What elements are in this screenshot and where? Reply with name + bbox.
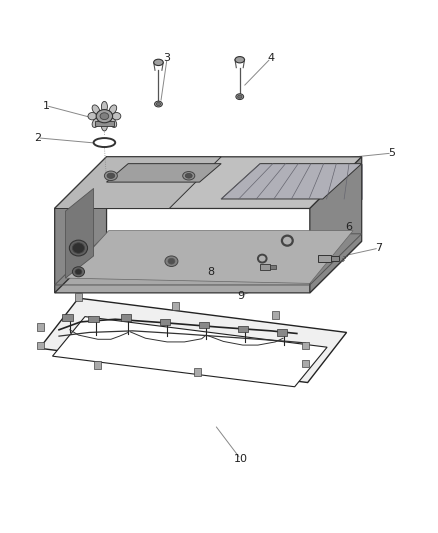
Ellipse shape [72, 243, 85, 253]
Text: 4: 4 [267, 53, 275, 63]
Polygon shape [331, 256, 339, 261]
Ellipse shape [92, 105, 99, 114]
Polygon shape [95, 122, 114, 126]
Polygon shape [88, 316, 99, 322]
Text: 9: 9 [237, 290, 244, 301]
Polygon shape [66, 189, 94, 278]
Text: 2: 2 [34, 133, 41, 143]
Ellipse shape [100, 113, 109, 119]
Text: 10: 10 [233, 454, 247, 464]
Ellipse shape [104, 171, 117, 181]
Text: 7: 7 [375, 243, 382, 253]
Polygon shape [55, 157, 362, 208]
Polygon shape [95, 361, 101, 369]
Polygon shape [66, 231, 353, 284]
Ellipse shape [109, 105, 117, 114]
Polygon shape [53, 317, 327, 387]
Ellipse shape [183, 172, 195, 180]
Text: 6: 6 [345, 222, 352, 232]
Ellipse shape [72, 266, 85, 277]
Ellipse shape [155, 101, 162, 107]
Polygon shape [172, 302, 179, 310]
Ellipse shape [88, 112, 97, 120]
Ellipse shape [101, 101, 107, 112]
Polygon shape [160, 319, 170, 325]
Ellipse shape [109, 118, 117, 127]
Polygon shape [39, 298, 346, 383]
Polygon shape [272, 311, 279, 319]
Polygon shape [221, 164, 362, 199]
Polygon shape [260, 264, 270, 270]
Ellipse shape [69, 240, 88, 256]
Polygon shape [63, 314, 73, 321]
Text: 3: 3 [164, 53, 171, 63]
Polygon shape [302, 342, 309, 349]
Polygon shape [276, 329, 287, 336]
Ellipse shape [185, 173, 192, 178]
Polygon shape [37, 342, 44, 349]
Polygon shape [37, 324, 44, 331]
Polygon shape [199, 322, 209, 328]
Ellipse shape [101, 120, 107, 131]
Polygon shape [75, 293, 82, 301]
Ellipse shape [237, 95, 242, 98]
Polygon shape [302, 360, 309, 367]
Text: 1: 1 [42, 101, 49, 111]
Ellipse shape [75, 269, 82, 274]
Polygon shape [310, 157, 362, 293]
Polygon shape [237, 326, 248, 332]
Polygon shape [318, 255, 331, 262]
Ellipse shape [96, 110, 113, 123]
Ellipse shape [154, 59, 163, 66]
Polygon shape [55, 241, 362, 293]
Ellipse shape [107, 173, 115, 179]
Ellipse shape [92, 118, 99, 127]
Ellipse shape [236, 94, 244, 100]
Ellipse shape [165, 256, 178, 266]
Polygon shape [55, 157, 221, 208]
Polygon shape [55, 157, 106, 293]
Ellipse shape [156, 102, 161, 106]
Polygon shape [106, 164, 221, 182]
Ellipse shape [112, 112, 121, 120]
Polygon shape [121, 314, 131, 321]
Ellipse shape [168, 259, 175, 264]
Ellipse shape [235, 56, 244, 63]
Polygon shape [194, 368, 201, 376]
Text: 5: 5 [389, 148, 396, 158]
Text: 8: 8 [207, 267, 214, 277]
Polygon shape [270, 265, 276, 269]
